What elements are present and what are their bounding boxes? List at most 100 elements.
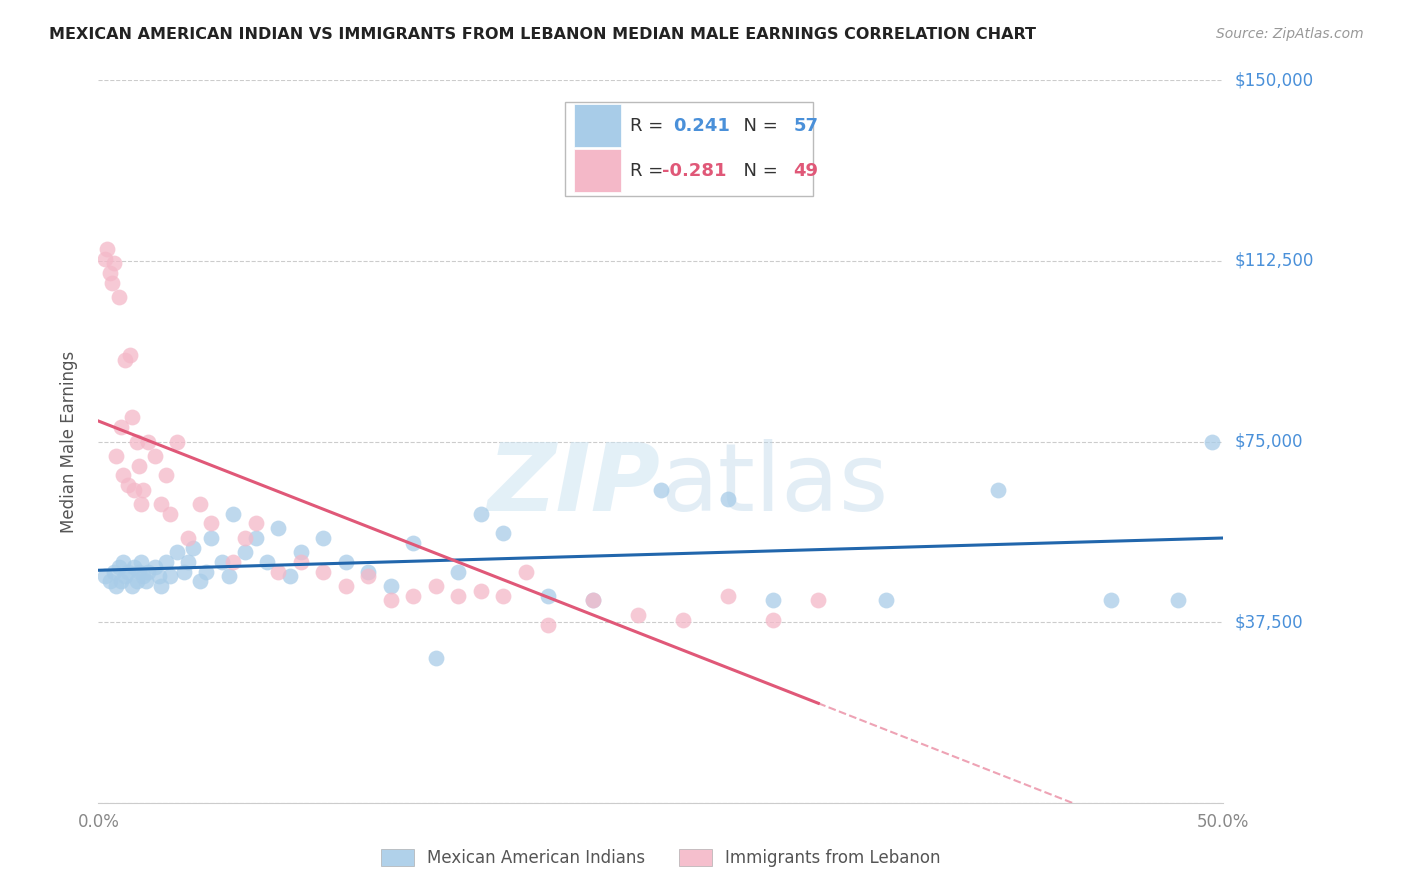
Point [222, 507, 245, 521]
Text: 57: 57 [793, 117, 818, 135]
Point [148, 569, 170, 583]
Point [124, 559, 146, 574]
Point [650, 483, 672, 497]
Point [125, 434, 148, 449]
Point [627, 607, 650, 622]
Point [125, 574, 148, 589]
Point [105, 449, 128, 463]
Text: Source: ZipAtlas.com: Source: ZipAtlas.com [1216, 27, 1364, 41]
Point [335, 579, 357, 593]
Point [105, 579, 128, 593]
Point [357, 565, 380, 579]
Point [875, 593, 897, 607]
Point [98, 266, 121, 280]
Point [177, 531, 200, 545]
Point [312, 531, 335, 545]
Point [150, 497, 173, 511]
Point [181, 541, 204, 555]
Point [155, 555, 177, 569]
Point [1167, 593, 1189, 607]
Point [717, 589, 740, 603]
Legend: Mexican American Indians, Immigrants from Lebanon: Mexican American Indians, Immigrants fro… [374, 842, 948, 874]
Point [402, 589, 425, 603]
Point [112, 555, 135, 569]
Point [762, 593, 785, 607]
FancyBboxPatch shape [574, 149, 621, 192]
Text: 0.241: 0.241 [673, 117, 730, 135]
Point [672, 613, 695, 627]
Point [470, 583, 492, 598]
Point [245, 531, 267, 545]
Text: ZIP: ZIP [488, 439, 661, 531]
Point [173, 565, 195, 579]
Text: MEXICAN AMERICAN INDIAN VS IMMIGRANTS FROM LEBANON MEDIAN MALE EARNINGS CORRELAT: MEXICAN AMERICAN INDIAN VS IMMIGRANTS FR… [49, 27, 1036, 42]
Text: $37,500: $37,500 [1234, 613, 1303, 632]
FancyBboxPatch shape [574, 104, 621, 147]
Point [188, 497, 211, 511]
Point [200, 531, 222, 545]
Point [107, 559, 129, 574]
Point [128, 565, 150, 579]
Point [166, 545, 188, 559]
Point [150, 579, 173, 593]
Point [117, 478, 139, 492]
Y-axis label: Median Male Earnings: Median Male Earnings [59, 351, 77, 533]
Point [222, 555, 245, 569]
Point [132, 483, 155, 497]
Point [159, 507, 181, 521]
Point [233, 531, 256, 545]
Point [101, 276, 124, 290]
Point [492, 526, 515, 541]
Point [807, 593, 830, 607]
Point [335, 555, 357, 569]
Point [121, 579, 143, 593]
Point [143, 559, 166, 574]
Point [987, 483, 1010, 497]
Point [267, 565, 290, 579]
Point [447, 589, 470, 603]
Point [159, 569, 181, 583]
Point [537, 617, 560, 632]
Point [278, 569, 301, 583]
Point [110, 420, 132, 434]
Point [107, 290, 129, 304]
Point [515, 565, 537, 579]
Point [98, 574, 121, 589]
Text: -0.281: -0.281 [662, 161, 727, 179]
Point [188, 574, 211, 589]
Point [136, 565, 159, 579]
Point [380, 579, 402, 593]
Point [290, 555, 312, 569]
FancyBboxPatch shape [565, 102, 813, 196]
Point [245, 516, 267, 531]
Point [136, 434, 159, 449]
Point [233, 545, 256, 559]
Point [402, 535, 425, 549]
Point [582, 593, 605, 607]
Point [256, 555, 278, 569]
Point [267, 521, 290, 535]
Text: 49: 49 [793, 161, 818, 179]
Point [112, 468, 135, 483]
Point [117, 565, 139, 579]
Point [166, 434, 188, 449]
Text: N =: N = [731, 117, 783, 135]
Point [1099, 593, 1122, 607]
Point [447, 565, 470, 579]
Point [124, 483, 146, 497]
Point [425, 651, 447, 665]
Point [492, 589, 515, 603]
Text: $112,500: $112,500 [1234, 252, 1313, 270]
Point [155, 468, 177, 483]
Text: atlas: atlas [661, 439, 889, 531]
Point [118, 348, 141, 362]
Point [103, 565, 125, 579]
Point [357, 569, 380, 583]
Point [1201, 434, 1223, 449]
Point [132, 569, 155, 583]
Point [94, 569, 117, 583]
Point [177, 555, 200, 569]
Point [114, 569, 136, 583]
Text: $150,000: $150,000 [1234, 71, 1313, 89]
Point [211, 555, 233, 569]
